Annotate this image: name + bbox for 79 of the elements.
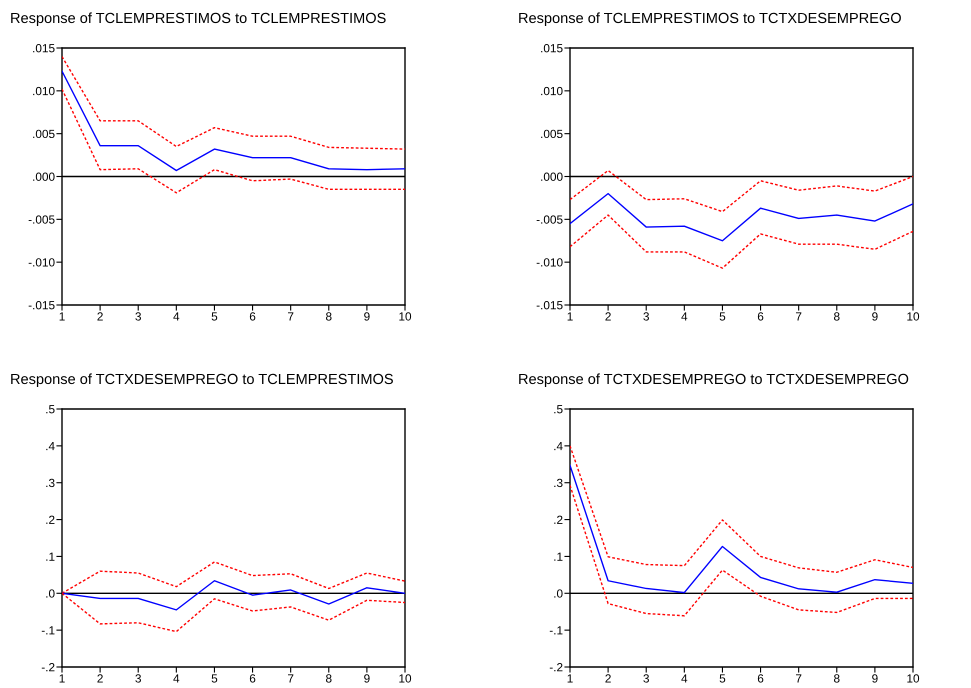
y-tick-label: .3 <box>554 478 563 488</box>
y-tick-label: .015 <box>541 44 563 52</box>
y-tick-label: .0 <box>46 589 55 598</box>
x-tick-label: 7 <box>796 312 802 320</box>
x-tick-label: 2 <box>97 312 103 320</box>
chart-title: Response of TCTXDESEMPREGO to TCLEMPRESTIMOS <box>11 373 393 387</box>
x-tick-label: 4 <box>681 312 688 320</box>
x-tick-label: 8 <box>834 674 840 683</box>
y-tick-label: -.010 <box>536 258 563 267</box>
x-tick-label: 1 <box>60 312 65 320</box>
y-tick-label: .005 <box>33 130 55 138</box>
y-tick-label: -.2 <box>42 663 54 672</box>
line-series <box>570 445 913 573</box>
y-tick-label: -.005 <box>28 215 55 224</box>
x-tick-label: 3 <box>135 312 141 321</box>
x-tick-label: 2 <box>97 674 103 682</box>
x-tick-label: 1 <box>568 674 573 682</box>
x-tick-label: 1 <box>568 312 573 320</box>
line-series <box>62 56 405 150</box>
y-tick-label: -.005 <box>536 215 563 224</box>
x-tick-label: 5 <box>720 312 726 321</box>
line-series <box>62 70 405 172</box>
y-tick-label: .0 <box>554 589 563 598</box>
chart-title: Response of TCLEMPRESTIMOS to TCTXDESEMPREGO <box>519 12 901 26</box>
y-tick-label: -.015 <box>28 301 55 310</box>
y-tick-label: -.010 <box>28 258 55 267</box>
x-tick-label: 7 <box>796 674 802 682</box>
x-tick-label: 8 <box>326 674 332 683</box>
x-tick-label: 2 <box>605 674 611 682</box>
x-tick-label: 9 <box>872 674 878 683</box>
x-tick-label: 4 <box>681 674 688 682</box>
y-tick-label: .010 <box>33 86 55 96</box>
x-tick-label: 7 <box>288 312 294 320</box>
x-tick-label: 8 <box>834 312 840 321</box>
x-tick-label: 9 <box>364 674 370 683</box>
y-tick-label: .015 <box>33 44 55 52</box>
y-tick-label: .005 <box>541 130 563 138</box>
y-tick-label: .4 <box>46 442 55 450</box>
x-tick-label: 6 <box>758 312 764 321</box>
chart-title: Response of TCTXDESEMPREGO to TCTXDESEMPREGO <box>519 373 908 387</box>
x-tick-label: 3 <box>643 312 649 321</box>
x-tick-label: 6 <box>250 312 256 321</box>
x-tick-label: 10 <box>907 674 920 683</box>
y-tick-label: .000 <box>541 172 563 181</box>
y-tick-label: .5 <box>46 405 55 414</box>
y-tick-label: .1 <box>554 552 562 561</box>
x-tick-label: 10 <box>399 312 412 321</box>
x-tick-label: 10 <box>907 312 920 321</box>
x-tick-label: 5 <box>212 674 218 683</box>
x-tick-label: 2 <box>605 312 611 320</box>
y-tick-label: .3 <box>46 478 55 488</box>
x-tick-label: 5 <box>212 312 218 321</box>
x-tick-label: 4 <box>173 674 180 682</box>
chart-title: Response of TCLEMPRESTIMOS to TCLEMPRESTIMOS <box>11 12 386 26</box>
x-tick-label: 4 <box>173 312 180 320</box>
x-tick-label: 3 <box>643 674 649 683</box>
y-tick-label: .000 <box>33 172 55 181</box>
line-series <box>570 192 913 242</box>
x-tick-label: 10 <box>399 674 412 683</box>
x-tick-label: 8 <box>326 312 332 321</box>
line-series <box>570 214 913 269</box>
y-tick-label: .2 <box>46 516 54 524</box>
x-tick-label: 1 <box>60 674 65 682</box>
x-tick-label: 7 <box>288 674 294 682</box>
y-tick-label: .010 <box>541 86 563 96</box>
y-tick-label: -.015 <box>536 301 563 310</box>
x-tick-label: 6 <box>758 674 764 683</box>
y-tick-label: -.1 <box>42 626 54 634</box>
y-tick-label: .1 <box>46 552 54 561</box>
y-tick-label: -.2 <box>550 663 562 672</box>
y-tick-label: .5 <box>554 405 563 414</box>
y-tick-label: .2 <box>554 516 562 524</box>
y-tick-label: -.1 <box>550 626 562 634</box>
y-tick-label: .4 <box>554 442 563 450</box>
x-tick-label: 3 <box>135 674 141 683</box>
x-tick-label: 9 <box>364 312 370 321</box>
x-tick-label: 6 <box>250 674 256 683</box>
x-tick-label: 5 <box>720 674 726 683</box>
x-tick-label: 9 <box>872 312 878 321</box>
